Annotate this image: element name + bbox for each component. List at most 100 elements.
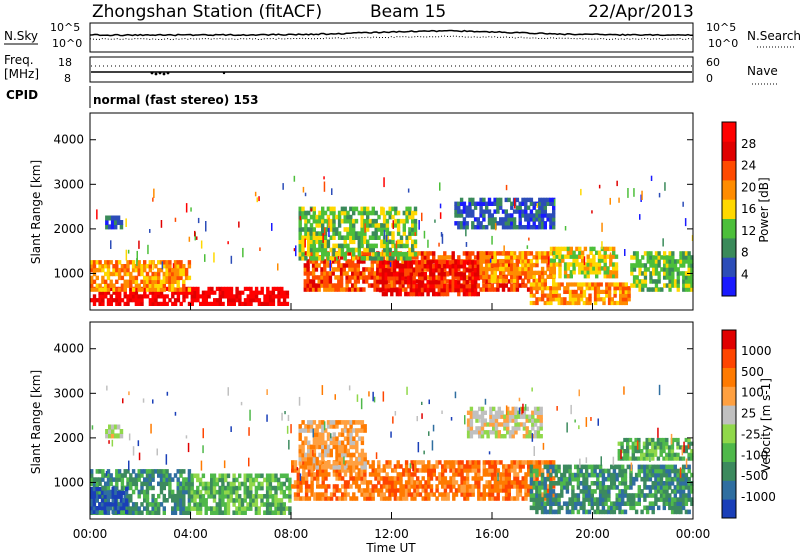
heatmap-cell: [552, 289, 556, 294]
heatmap-speck: [256, 197, 258, 203]
heatmap-cell: [376, 259, 380, 264]
heatmap-cell: [606, 270, 610, 275]
heatmap-cell: [318, 218, 322, 224]
heatmap-cell: [612, 468, 617, 474]
heatmap-cell: [568, 297, 573, 302]
heatmap-cell: [483, 422, 487, 427]
heatmap-cell: [490, 217, 494, 222]
heatmap-cell: [684, 255, 689, 260]
heatmap-cell: [402, 468, 406, 473]
heatmap-cell: [457, 283, 461, 289]
heatmap-cell: [119, 494, 123, 499]
heatmap-cell: [118, 301, 122, 306]
heatmap-cell: [510, 278, 514, 283]
heatmap-cell: [479, 287, 483, 292]
heatmap-cell: [566, 286, 570, 291]
heatmap-cell: [473, 287, 478, 293]
heatmap-cell: [487, 251, 492, 256]
heatmap-cell: [582, 481, 586, 486]
heatmap-cell: [137, 473, 141, 478]
heatmap-cell: [360, 465, 365, 470]
heatmap-cell: [592, 254, 596, 259]
heatmap-cell: [101, 290, 105, 295]
heatmap-cell: [345, 259, 349, 264]
heatmap-cell: [524, 201, 528, 206]
heatmap-cell: [463, 464, 467, 469]
heatmap-speck: [639, 214, 641, 220]
heatmap-cell: [665, 445, 669, 450]
heatmap-cell: [585, 509, 589, 515]
heatmap-cell: [296, 496, 300, 501]
heatmap-cell: [399, 235, 404, 240]
heatmap-cell: [207, 294, 211, 299]
heatmap-cell: [171, 489, 175, 495]
heatmap-cell: [406, 264, 411, 269]
heatmap-cell: [398, 264, 402, 269]
heatmap-cell: [632, 481, 636, 486]
heatmap-cell: [579, 505, 583, 511]
heatmap-cell: [480, 426, 485, 431]
heatmap-cell: [515, 205, 520, 210]
heatmap-cell: [343, 251, 347, 257]
heatmap-cell: [593, 297, 598, 302]
heatmap-cell: [309, 227, 314, 232]
heatmap-cell: [162, 493, 166, 499]
heatmap-cell: [196, 286, 200, 291]
heatmap-cell: [378, 279, 383, 285]
heatmap-cell: [598, 493, 603, 498]
heatmap-cell: [318, 472, 323, 477]
heatmap-cell: [98, 477, 102, 482]
heatmap-cell: [193, 286, 197, 291]
heatmap-cell: [568, 497, 572, 502]
heatmap-cell: [179, 485, 183, 491]
heatmap-cell: [532, 225, 536, 230]
heatmap-cell: [251, 494, 256, 499]
heatmap-cell: [148, 298, 153, 303]
heatmap-cell: [671, 283, 675, 288]
heatmap-cell: [465, 268, 469, 273]
heatmap-cell: [374, 256, 378, 261]
heatmap-cell: [377, 492, 381, 497]
heatmap-cell: [404, 272, 408, 277]
heatmap-cell: [473, 268, 478, 273]
heatmap-cell: [357, 472, 361, 477]
heatmap-cell: [106, 290, 111, 295]
heatmap-cell: [111, 509, 115, 515]
heatmap-cell: [243, 510, 247, 515]
heatmap-cell: [108, 506, 113, 511]
heatmap-cell: [379, 488, 384, 493]
heatmap-cell: [443, 492, 448, 497]
heatmap-cell: [227, 301, 231, 306]
heatmap-cell: [404, 468, 409, 473]
heatmap-cell: [513, 472, 517, 477]
heatmap-cell: [176, 481, 180, 487]
heatmap-speck: [324, 227, 326, 236]
heatmap-cell: [551, 509, 556, 515]
heatmap-cell: [335, 484, 339, 489]
heatmap-cell: [129, 275, 133, 281]
heatmap-speck: [536, 203, 538, 208]
heatmap-cell: [115, 510, 119, 515]
heatmap-cell: [538, 209, 542, 214]
heatmap-cell: [472, 410, 476, 415]
heatmap-cell: [325, 283, 330, 288]
heatmap-cell: [543, 213, 547, 218]
heatmap-cell: [387, 268, 391, 273]
heatmap-cell: [352, 436, 356, 441]
heatmap-cell: [196, 298, 200, 303]
heatmap-cell: [501, 263, 506, 268]
heatmap-cell: [469, 430, 474, 435]
heatmap-cell: [437, 279, 441, 285]
heatmap-cell: [338, 496, 342, 501]
heatmap-cell: [98, 494, 102, 499]
heatmap-cell: [321, 214, 325, 220]
heatmap-cell: [522, 426, 527, 431]
heatmap-cell: [529, 209, 534, 214]
heatmap-cell: [466, 430, 471, 435]
heatmap-cell: [367, 271, 372, 276]
heatmap-cell: [496, 460, 500, 465]
heatmap-cell: [510, 205, 514, 210]
heatmap-cell: [274, 494, 278, 499]
heatmap-cell: [309, 214, 314, 220]
heatmap-speck: [152, 197, 154, 202]
